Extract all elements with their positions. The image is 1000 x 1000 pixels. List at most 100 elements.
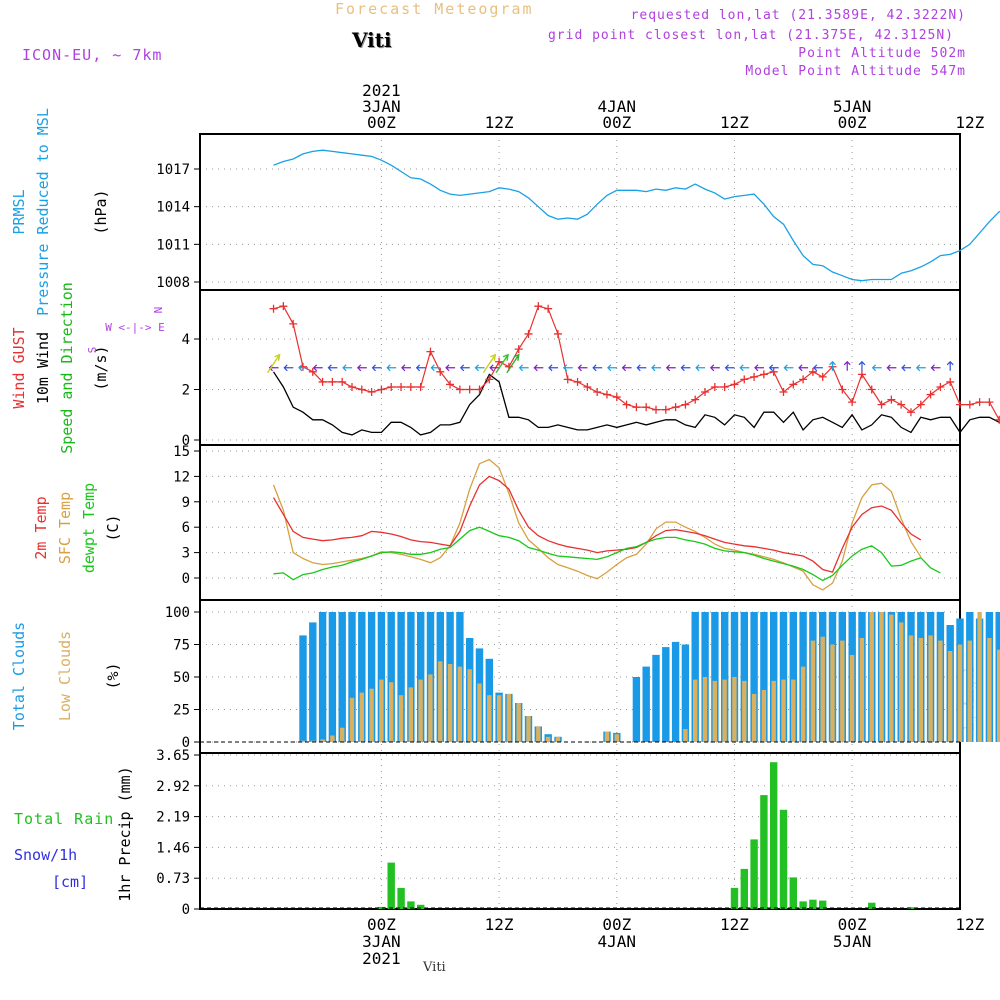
gust-mark-26	[524, 329, 533, 338]
footer-location: Viti	[423, 960, 446, 975]
gust-mark-0	[269, 304, 278, 313]
label-clouds-unit: (%)	[104, 662, 122, 689]
total-cloud-bar-8	[348, 612, 356, 742]
bottom-xlabel-2-0: 00Z	[602, 915, 631, 934]
gust-mark-25	[514, 345, 523, 354]
gust-mark-16	[426, 347, 435, 356]
gust-mark-18	[446, 380, 455, 389]
ytick-label-pressure-0: 1008	[156, 275, 190, 291]
gust-mark-32	[583, 382, 592, 391]
gust-mark-73	[985, 398, 994, 407]
label-wind-gust: Wind GUST	[10, 327, 28, 408]
rain-bar-48	[740, 868, 748, 909]
bottom-xlabel-5-0: 12Z	[955, 915, 984, 934]
ytick-label-temperature-4: 12	[173, 469, 190, 485]
total-cloud-bar-13	[397, 612, 405, 742]
ytick-label-pressure-2: 1014	[156, 200, 190, 216]
gust-mark-69	[946, 377, 955, 386]
label-snow-unit: [cm]	[52, 873, 88, 891]
total-cloud-bar-12	[387, 612, 395, 742]
gust-mark-50	[759, 370, 768, 379]
wind-arrow-39	[843, 360, 851, 371]
gust-mark-56	[818, 372, 827, 381]
top-xlabel-0-2: 00Z	[367, 113, 396, 132]
wind-arrow-15	[489, 364, 500, 372]
ytick-label-clouds-1: 25	[173, 703, 190, 719]
ytick-label-clouds-3: 75	[173, 638, 190, 654]
wind-arrow-strong-0	[266, 353, 281, 374]
gust-mark-20	[465, 385, 474, 394]
model-label: ICON-EU, ~ 7km	[22, 46, 163, 64]
wind-arrow-7	[371, 364, 382, 372]
low-cloud-bar-52	[781, 679, 786, 742]
label-sfc-temp: SFC Temp	[56, 492, 74, 564]
low-cloud-bar-50	[761, 690, 767, 742]
low-cloud-bar-56	[820, 636, 825, 742]
gust-mark-47	[730, 380, 739, 389]
gust-mark-15	[416, 382, 425, 391]
total-cloud-bar-5	[318, 612, 327, 742]
gust-mark-14	[406, 382, 415, 391]
rain-bar-55	[809, 899, 817, 909]
label-total-rain: Total Rain	[14, 810, 114, 828]
wind-arrow-41	[871, 364, 882, 372]
low-cloud-bar-21	[477, 683, 482, 742]
low-cloud-bar-62	[879, 612, 884, 742]
low-cloud-bar-3	[300, 740, 306, 742]
low-cloud-bar-22	[487, 695, 492, 742]
bottom-xlabel-4-1: 5JAN	[833, 932, 872, 951]
wind-arrow-24	[621, 364, 632, 372]
gust-mark-5	[318, 377, 327, 386]
wind-arrow-14	[474, 364, 485, 372]
grid-point-coords: grid point closest lon,lat (21.375E, 42.…	[547, 28, 954, 43]
rain-bar-11	[377, 906, 386, 909]
top-xlabel-3-0: 12Z	[720, 113, 749, 132]
low-cloud-bar-54	[800, 666, 806, 742]
total-cloud-bar-9	[358, 612, 366, 742]
panel-precip: 0 0.73 1.46 2.19 2.92 3.65	[156, 748, 961, 918]
low-cloud-bar-58	[840, 640, 845, 742]
ytick-label-clouds-4: 100	[165, 605, 190, 621]
ytick-label-wind-1: 2	[182, 383, 190, 399]
frame-temperature	[199, 444, 961, 601]
wind-arrow-strong-1	[482, 353, 497, 374]
total-cloud-bar-41	[671, 641, 680, 742]
gust-mark-22	[485, 375, 494, 384]
top-xlabel-0-0: 2021	[362, 81, 401, 100]
low-cloud-bar-73	[987, 638, 992, 742]
wind-arrow-10	[415, 364, 426, 372]
gust-mark-49	[750, 372, 759, 381]
wind-arrow-25	[636, 364, 647, 372]
low-cloud-bar-57	[830, 644, 835, 742]
low-cloud-bar-4	[310, 740, 315, 742]
wind-arrow-44	[915, 364, 926, 372]
rain-bar-14	[407, 901, 415, 909]
gust-mark-62	[877, 400, 886, 409]
gust-mark-6	[328, 377, 337, 386]
rain-bar-51	[770, 762, 778, 909]
low-cloud-bar-12	[389, 682, 394, 742]
panel-temperature: 0 3 6 9 12 15	[173, 444, 961, 601]
gust-mark-46	[720, 382, 729, 391]
rain-bar-52	[779, 809, 788, 909]
label-10m-wind: 10m Wind	[34, 332, 52, 404]
low-cloud-bar-49	[751, 693, 757, 742]
series-prmsl	[273, 149, 1000, 282]
low-cloud-bar-5	[320, 739, 325, 742]
low-cloud-bar-70	[957, 644, 963, 742]
label-low-clouds: Low Clouds	[56, 631, 74, 721]
gust-mark-72	[975, 398, 984, 407]
wind-arrow-35	[783, 364, 794, 372]
label-prmsl: PRMSL	[10, 189, 28, 234]
gust-mark-34	[602, 390, 611, 399]
low-cloud-bar-10	[369, 688, 374, 742]
ytick-label-wind-2: 4	[182, 332, 190, 348]
frame-precip	[199, 752, 961, 910]
label-total-clouds: Total Clouds	[10, 622, 28, 730]
low-cloud-bar-55	[810, 640, 816, 742]
total-cloud-bar-40	[662, 647, 670, 742]
requested-coords: requested lon,lat (21.3589E, 42.3222N)	[630, 8, 966, 23]
rain-bar-12	[387, 862, 395, 909]
rain-bar-53	[789, 877, 797, 909]
